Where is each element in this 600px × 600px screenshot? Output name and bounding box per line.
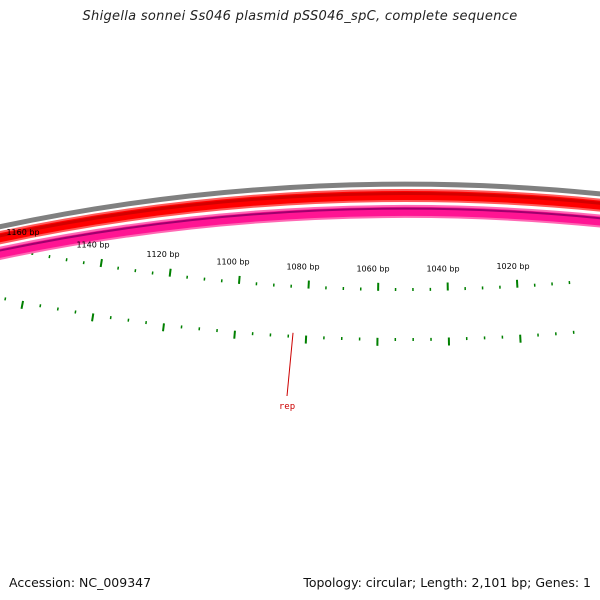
tick-mark-inner [233, 330, 236, 339]
tick-mark-inner [4, 297, 7, 301]
tick-label: 1100 bp [216, 258, 249, 267]
tick-label: 1080 bp [286, 262, 319, 271]
tick-label: 1140 bp [76, 240, 109, 249]
tick-mark-inner [91, 313, 95, 322]
tick-mark-inner [162, 323, 165, 332]
reverse-track [0, 207, 600, 258]
forward-track [0, 190, 600, 243]
tick-mark-outer [48, 255, 51, 259]
tick-label: 1020 bp [496, 262, 529, 271]
tick-label: 1160 bp [6, 228, 39, 237]
tick-mark-outer [65, 258, 68, 262]
gene-leader-line [286, 332, 294, 397]
tick-mark-outer [99, 258, 103, 268]
backbone-ring [0, 181, 600, 230]
tick-marks [4, 246, 575, 346]
reverse-track-shade [0, 207, 600, 252]
forward-track-shade [0, 192, 600, 238]
gene-label-rep: rep [279, 402, 295, 412]
tick-mark-outer [168, 268, 172, 277]
feature-tracks [0, 181, 600, 260]
tick-label: 1040 bp [426, 265, 459, 274]
tick-label: 1120 bp [146, 250, 179, 259]
tick-mark-inner [20, 300, 25, 310]
tick-mark-inner [56, 307, 59, 311]
map-title: Shigella sonnei Ss046 plasmid pSS046_spC… [82, 9, 518, 24]
tick-label: 1060 bp [356, 265, 389, 274]
tick-mark-outer [237, 275, 241, 284]
tick-mark-inner [39, 304, 42, 308]
topology-summary: Topology: circular; Length: 2,101 bp; Ge… [303, 575, 591, 590]
accession-text: Accession: NC_009347 [9, 575, 152, 590]
tick-labels: 1020 bp 1040 bp 1060 bp 1080 bp 1100 bp 1120 … [6, 228, 529, 274]
